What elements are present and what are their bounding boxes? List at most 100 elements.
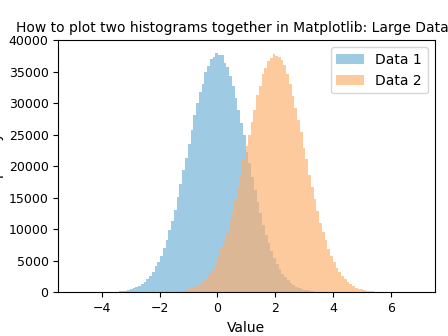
Bar bbox=[232, 86, 235, 292]
Bar bbox=[344, 280, 347, 292]
Bar bbox=[231, 212, 234, 292]
Bar bbox=[144, 282, 146, 292]
Bar bbox=[248, 163, 251, 292]
Bar bbox=[273, 258, 276, 292]
Bar bbox=[177, 291, 179, 292]
Bar bbox=[279, 269, 281, 292]
Bar bbox=[243, 135, 246, 292]
Bar bbox=[141, 284, 144, 292]
Bar bbox=[207, 66, 210, 292]
Bar bbox=[193, 115, 196, 292]
Bar bbox=[289, 84, 292, 292]
Bar bbox=[286, 74, 289, 292]
Bar bbox=[300, 132, 303, 292]
Bar bbox=[218, 55, 221, 292]
Bar bbox=[180, 184, 182, 292]
Bar bbox=[196, 103, 199, 292]
Bar bbox=[188, 144, 190, 292]
Bar bbox=[272, 54, 275, 292]
Bar bbox=[207, 276, 210, 292]
Bar bbox=[201, 282, 204, 292]
Bar bbox=[224, 62, 226, 292]
Bar bbox=[303, 148, 306, 292]
Bar bbox=[166, 240, 168, 292]
Bar bbox=[262, 225, 265, 292]
Bar bbox=[251, 177, 254, 292]
Bar bbox=[228, 222, 231, 292]
Title: How to plot two histograms together in Matplotlib: Large Datasets: How to plot two histograms together in M… bbox=[16, 21, 448, 35]
Bar bbox=[160, 256, 163, 292]
Bar bbox=[182, 291, 185, 292]
Bar bbox=[267, 61, 270, 292]
Bar bbox=[182, 170, 185, 292]
Y-axis label: Frequency: Frequency bbox=[0, 130, 3, 202]
Bar bbox=[306, 159, 308, 292]
Bar bbox=[262, 74, 264, 292]
Bar bbox=[254, 190, 257, 292]
Bar bbox=[221, 55, 224, 292]
Bar bbox=[204, 72, 207, 292]
Bar bbox=[202, 84, 204, 292]
Bar bbox=[212, 269, 215, 292]
Bar bbox=[333, 262, 336, 292]
Bar bbox=[163, 248, 166, 292]
Bar bbox=[270, 58, 272, 292]
Bar bbox=[319, 223, 322, 292]
Bar bbox=[330, 256, 333, 292]
Bar bbox=[352, 286, 355, 292]
Bar bbox=[259, 86, 262, 292]
Bar bbox=[229, 76, 232, 292]
Bar bbox=[171, 221, 174, 292]
Bar bbox=[196, 286, 198, 292]
Bar bbox=[284, 65, 286, 292]
Bar bbox=[347, 282, 349, 292]
Bar bbox=[223, 241, 226, 292]
Bar bbox=[338, 272, 341, 292]
Bar bbox=[259, 213, 262, 292]
Bar bbox=[152, 271, 155, 292]
Bar bbox=[341, 276, 344, 292]
Bar bbox=[237, 111, 240, 292]
Bar bbox=[130, 289, 133, 292]
Bar bbox=[267, 243, 270, 292]
Bar bbox=[306, 290, 309, 292]
Bar bbox=[240, 123, 243, 292]
Bar bbox=[270, 251, 273, 292]
Bar bbox=[311, 187, 314, 292]
Bar bbox=[281, 60, 284, 292]
Bar bbox=[158, 262, 160, 292]
Bar bbox=[246, 152, 248, 292]
Bar bbox=[314, 199, 316, 292]
Bar bbox=[248, 135, 250, 292]
Bar bbox=[135, 287, 138, 292]
Bar bbox=[366, 291, 369, 292]
Bar bbox=[127, 290, 130, 292]
Bar bbox=[190, 288, 193, 292]
Bar bbox=[298, 288, 301, 292]
Bar bbox=[281, 274, 284, 292]
Bar bbox=[179, 291, 182, 292]
Bar bbox=[363, 290, 366, 292]
Bar bbox=[210, 59, 212, 292]
Bar bbox=[253, 110, 256, 292]
Bar bbox=[369, 291, 371, 292]
Legend: Data 1, Data 2: Data 1, Data 2 bbox=[331, 47, 427, 93]
Bar bbox=[215, 262, 218, 292]
Bar bbox=[325, 240, 327, 292]
Bar bbox=[212, 57, 215, 292]
Bar bbox=[146, 279, 149, 292]
Bar bbox=[256, 95, 259, 292]
Bar bbox=[177, 197, 180, 292]
Bar bbox=[309, 291, 312, 292]
Bar bbox=[174, 210, 177, 292]
Bar bbox=[125, 291, 127, 292]
Bar bbox=[185, 158, 188, 292]
Bar bbox=[188, 289, 190, 292]
Bar bbox=[336, 268, 338, 292]
Bar bbox=[312, 291, 314, 292]
Bar bbox=[122, 291, 125, 292]
Bar bbox=[360, 289, 363, 292]
Bar bbox=[358, 289, 360, 292]
Bar bbox=[297, 120, 300, 292]
Bar bbox=[308, 175, 311, 292]
